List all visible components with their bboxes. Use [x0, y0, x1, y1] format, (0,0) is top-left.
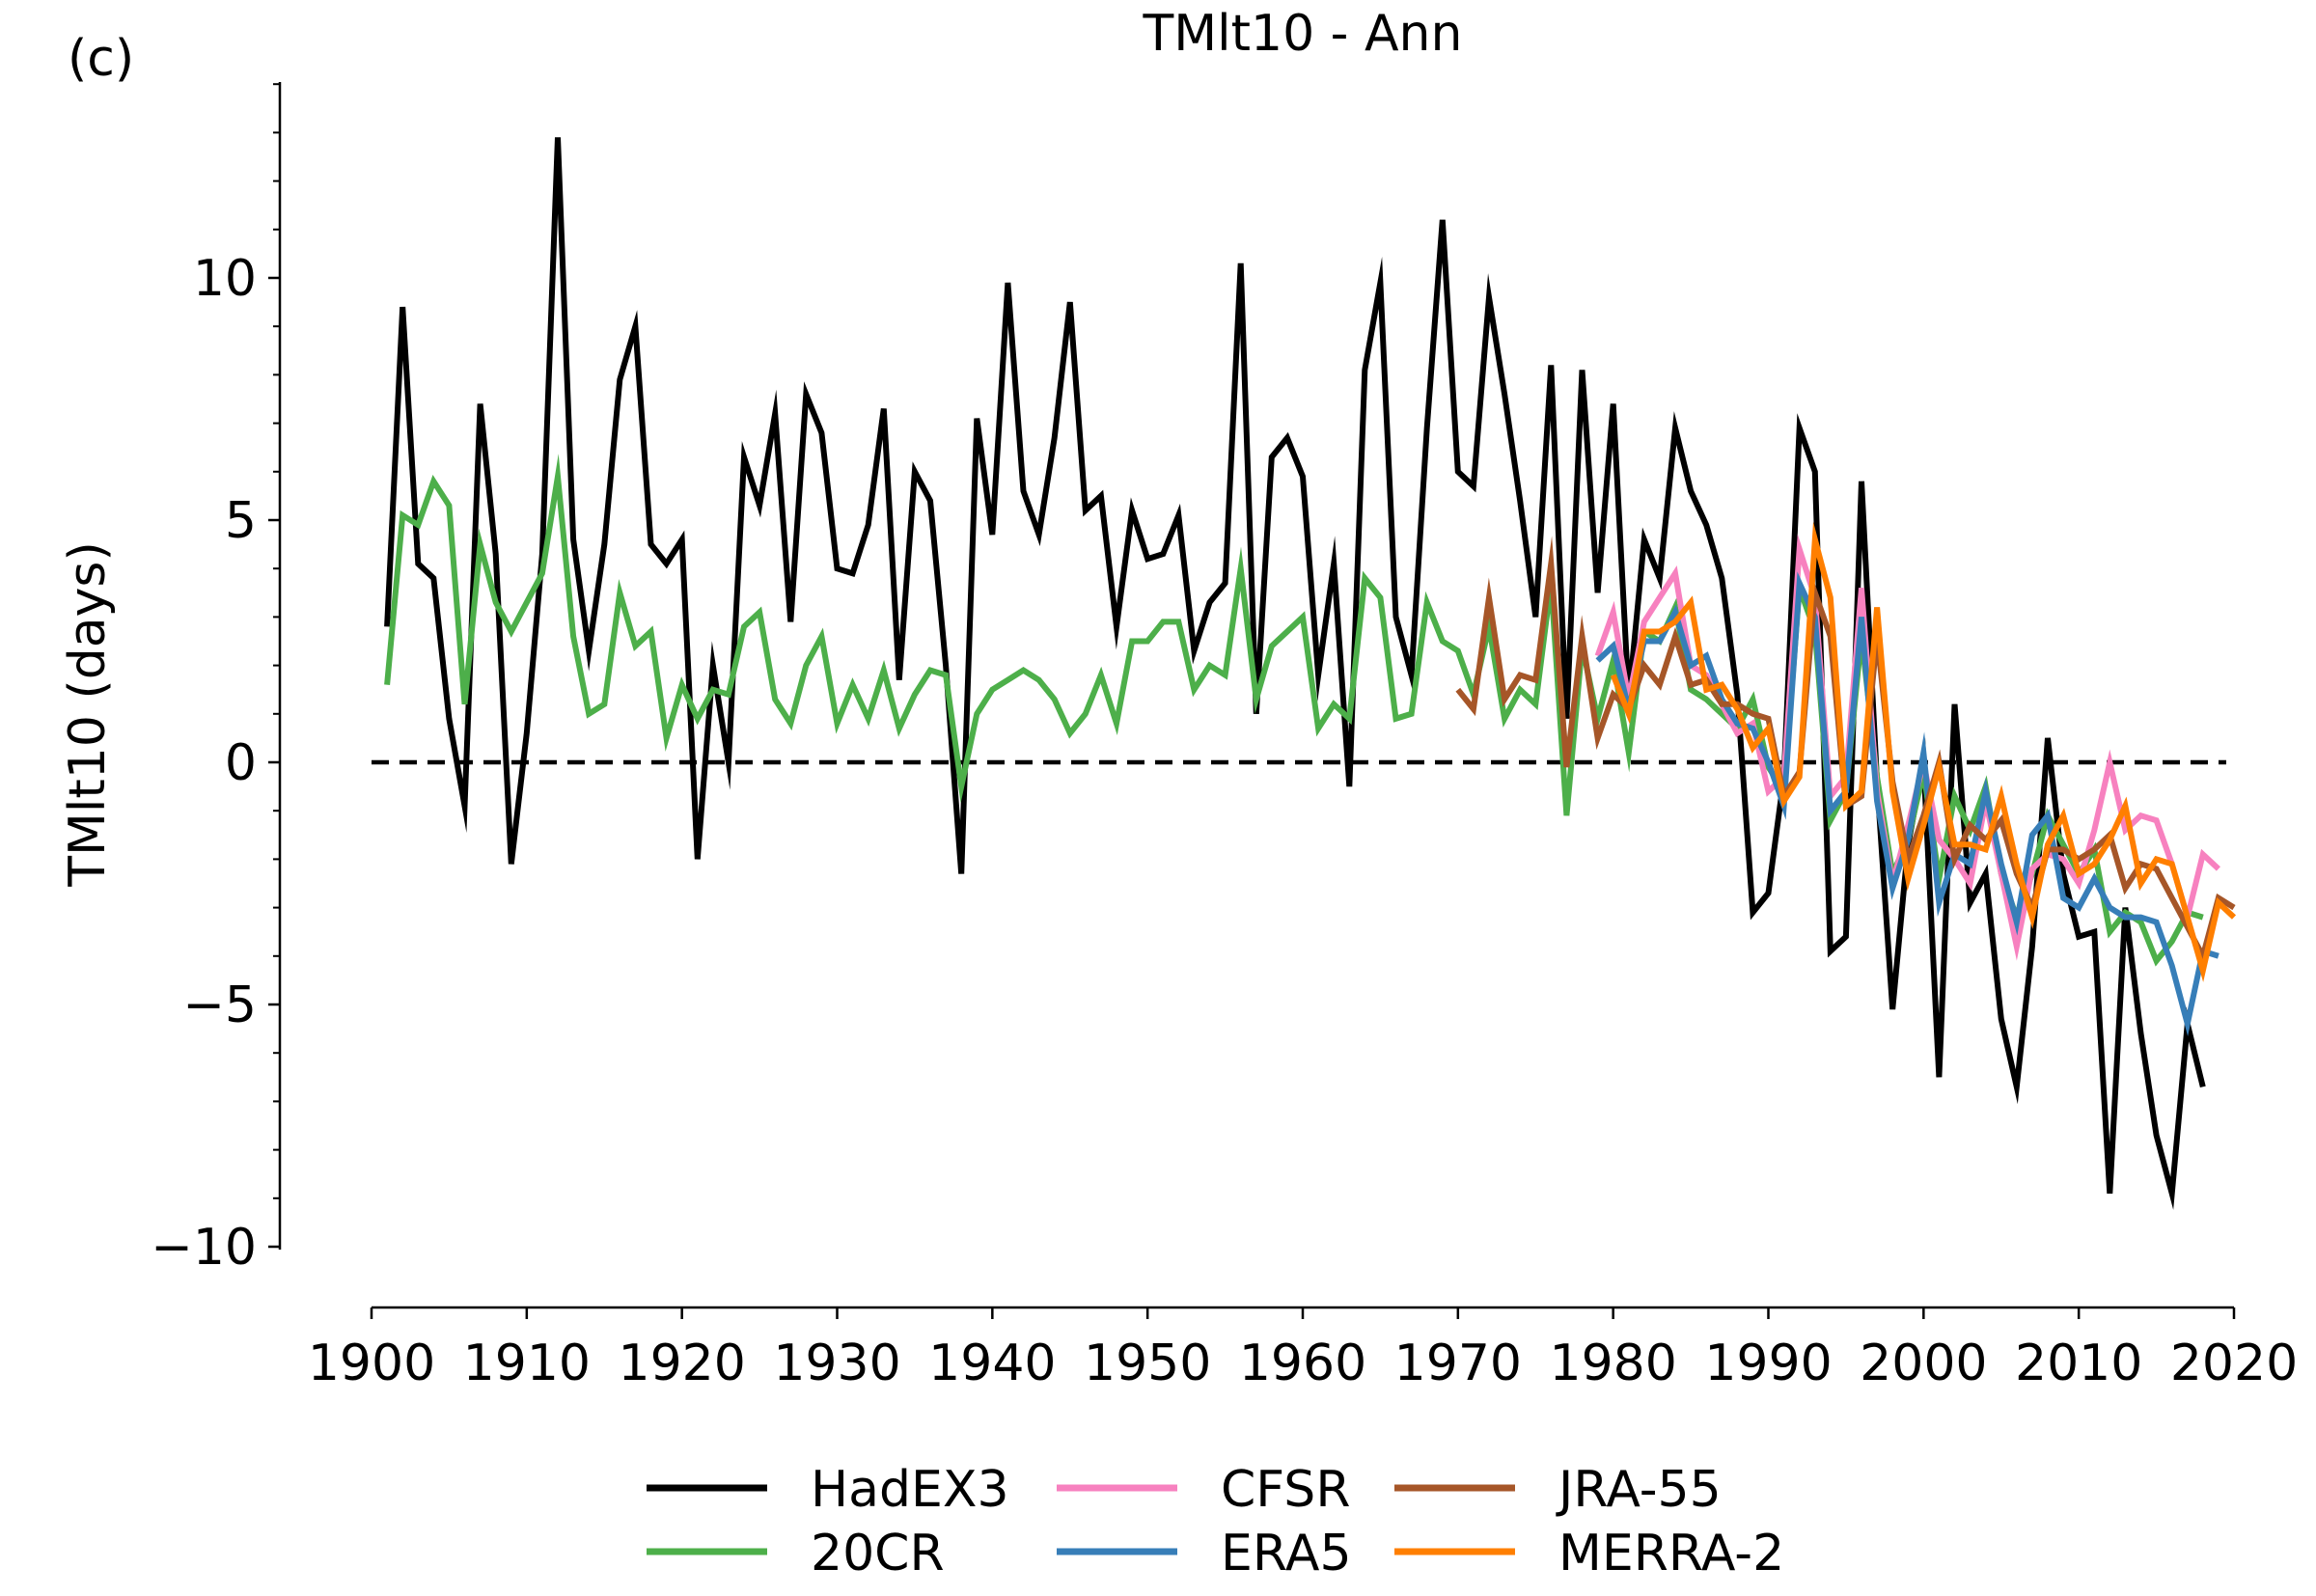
panel-label: (c): [68, 30, 134, 88]
x-tick-label: 1930: [773, 1335, 900, 1392]
legend: HadEX3 20CR CFSR ERA5 JRA-55 MERRA-2: [647, 1461, 1784, 1582]
x-tick-label: 1900: [308, 1335, 435, 1392]
y-tick-label: 0: [225, 734, 257, 792]
series-line-hadex3: [384, 137, 2206, 1210]
y-axis-label: TMlt10 (days): [59, 541, 117, 887]
y-tick-label: 5: [225, 492, 257, 550]
legend-label-jra-55: JRA-55: [1556, 1461, 1722, 1519]
x-tick-label: 1950: [1084, 1335, 1211, 1392]
x-tick-label: 1970: [1394, 1335, 1522, 1392]
x-tick-label: 2000: [1860, 1335, 1987, 1392]
x-tick-label: 1910: [463, 1335, 591, 1392]
x-tick-label: 1920: [618, 1335, 745, 1392]
x-tick-label: 2020: [2170, 1335, 2298, 1392]
series-layer: [384, 137, 2237, 1210]
legend-label-hadex3: HadEX3: [811, 1461, 1009, 1519]
chart-title: TMlt10 - Ann: [1143, 5, 1463, 63]
y-tick-label: 10: [193, 250, 257, 308]
axes: −10 −5 0 5 10 1900 1910 1920 1930 1940 1950 1960 197…: [151, 82, 2298, 1392]
y-tick-label: −5: [182, 977, 257, 1034]
x-tick-label: 1980: [1549, 1335, 1676, 1392]
y-tick-label: −10: [151, 1219, 257, 1277]
legend-label-merra-2: MERRA-2: [1558, 1525, 1784, 1582]
legend-label-era5: ERA5: [1221, 1525, 1352, 1582]
x-tick-label: 1960: [1239, 1335, 1366, 1392]
x-tick-label: 2010: [2015, 1335, 2142, 1392]
x-tick-label: 1990: [1704, 1335, 1832, 1392]
x-tick-label: 1940: [928, 1335, 1056, 1392]
legend-label-20cr: 20CR: [811, 1525, 945, 1582]
series-line-merra-2: [1610, 521, 2237, 982]
legend-label-cfsr: CFSR: [1221, 1461, 1350, 1519]
